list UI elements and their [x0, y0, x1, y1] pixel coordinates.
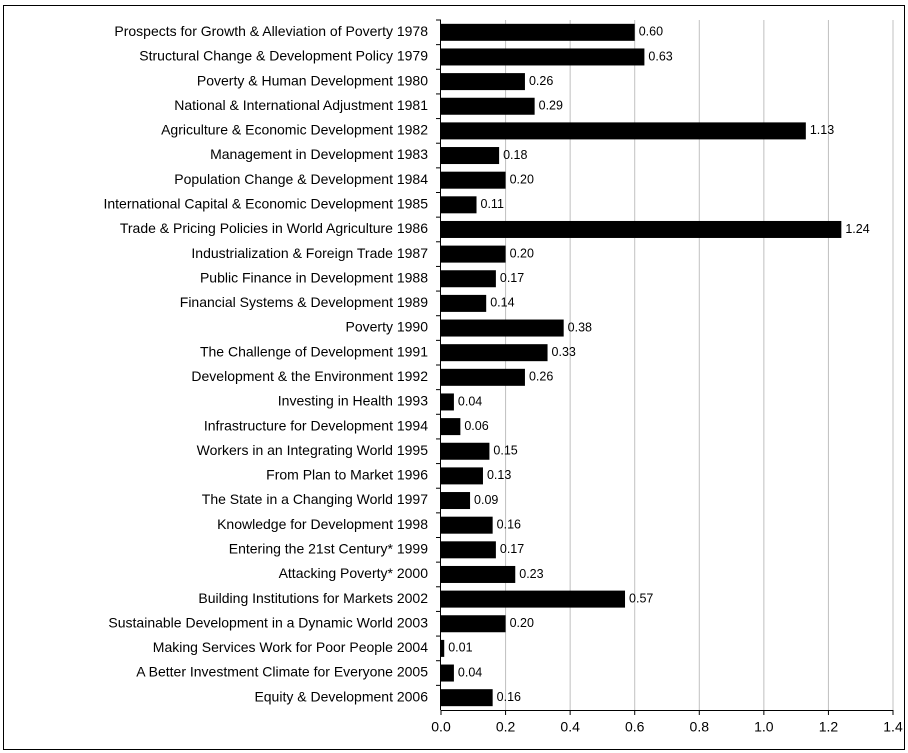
value-label: 0.26 [529, 74, 553, 88]
bar [441, 23, 635, 41]
bar [441, 73, 525, 91]
x-tick-label: 0.6 [625, 719, 645, 735]
value-label: 0.17 [500, 542, 524, 556]
x-tick-label: 0.4 [560, 719, 580, 735]
value-label: 0.04 [458, 394, 482, 408]
bar [441, 48, 645, 66]
value-label: 0.17 [500, 271, 524, 285]
y-tick-label: Poverty 1990 [346, 319, 429, 335]
value-label: 1.24 [845, 222, 869, 236]
y-tick-label: From Plan to Market 1996 [266, 467, 428, 483]
bar [441, 171, 506, 189]
x-tick-label: 1.4 [883, 719, 903, 735]
bar [441, 590, 626, 608]
y-tick-label: Industrialization & Foreign Trade 1987 [191, 245, 428, 261]
x-tick-label: 0.0 [431, 719, 451, 735]
y-tick-label: Equity & Development 2006 [254, 688, 428, 704]
value-label: 0.14 [490, 296, 514, 310]
y-tick-label: Workers in an Integrating World 1995 [197, 442, 429, 458]
y-tick-label: Infrastructure for Development 1994 [204, 417, 428, 433]
bar [441, 393, 454, 411]
value-label: 0.15 [493, 444, 517, 458]
y-tick-label: Trade & Pricing Policies in World Agricu… [120, 220, 428, 236]
value-label: 0.16 [497, 690, 521, 704]
value-label: 0.33 [552, 345, 576, 359]
value-label: 0.06 [464, 419, 488, 433]
bar [441, 467, 483, 485]
value-label: 0.09 [474, 493, 498, 507]
value-label: 0.38 [568, 320, 592, 334]
x-tick-label: 1.2 [819, 719, 839, 735]
y-tick-label: Knowledge for Development 1998 [217, 516, 428, 532]
bar [441, 319, 564, 337]
bar [441, 122, 806, 140]
value-label: 0.57 [629, 591, 653, 605]
bar [441, 196, 477, 214]
value-label: 0.04 [458, 665, 482, 679]
y-tick-label: Poverty & Human Development 1980 [197, 72, 428, 88]
value-label: 0.20 [510, 246, 534, 260]
value-label: 0.20 [510, 616, 534, 630]
y-tick-label: Structural Change & Development Policy 1… [139, 48, 428, 64]
value-label: 0.26 [529, 370, 553, 384]
bar [441, 516, 493, 534]
bar [441, 147, 500, 165]
bar [441, 97, 535, 115]
x-tick-label: 0.2 [496, 719, 516, 735]
value-label: 0.23 [519, 567, 543, 581]
bar [441, 639, 445, 657]
value-label: 0.01 [448, 641, 472, 655]
x-tick-label: 1.0 [754, 719, 774, 735]
y-tick-label: Building Institutions for Markets 2002 [198, 590, 428, 606]
y-tick-label: Development & the Environment 1992 [191, 368, 428, 384]
y-tick-label: Management in Development 1983 [210, 146, 428, 162]
value-label: 0.29 [539, 99, 563, 113]
y-tick-label: Population Change & Development 1984 [174, 171, 428, 187]
bar [441, 442, 490, 460]
y-tick-label: Prospects for Growth & Alleviation of Po… [114, 23, 428, 39]
y-tick-label: Public Finance in Development 1988 [200, 269, 428, 285]
y-tick-label: Entering the 21st Century* 1999 [229, 541, 428, 557]
y-tick-label: Attacking Poverty* 2000 [279, 565, 429, 581]
value-label: 0.11 [481, 197, 504, 211]
y-tick-label: Making Services Work for Poor People 200… [153, 639, 428, 655]
bar [441, 220, 842, 238]
value-label: 0.13 [487, 468, 511, 482]
bar [441, 492, 471, 510]
y-tick-label: A Better Investment Climate for Everyone… [136, 664, 428, 680]
value-label: 1.13 [810, 123, 834, 137]
bar [441, 294, 487, 312]
bar [441, 418, 461, 436]
y-tick-label: Agriculture & Economic Development 1982 [161, 122, 428, 138]
value-label: 0.20 [510, 172, 534, 186]
bar [441, 615, 506, 633]
bar [441, 368, 525, 386]
y-tick-label: Investing in Health 1993 [278, 393, 428, 409]
y-tick-label: Sustainable Development in a Dynamic Wor… [108, 614, 428, 630]
value-label: 0.18 [503, 148, 527, 162]
y-tick-label: National & International Adjustment 1981 [174, 97, 428, 113]
bar [441, 541, 496, 559]
x-tick-label: 0.8 [690, 719, 710, 735]
y-tick-label: The Challenge of Development 1991 [200, 343, 428, 359]
bar [441, 344, 548, 362]
bar [441, 689, 493, 707]
bar [441, 245, 506, 263]
value-label: 0.60 [639, 25, 663, 39]
bar [441, 664, 454, 682]
y-tick-label: International Capital & Economic Develop… [103, 196, 428, 212]
y-tick-label: Financial Systems & Development 1989 [180, 294, 428, 310]
value-label: 0.16 [497, 517, 521, 531]
y-tick-label: The State in a Changing World 1997 [202, 491, 428, 507]
value-label: 0.63 [648, 49, 672, 63]
bar [441, 565, 516, 583]
bar [441, 270, 496, 288]
